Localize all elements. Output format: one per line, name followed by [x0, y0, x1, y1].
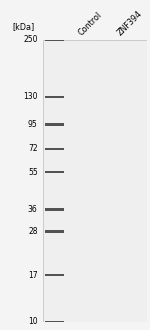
Text: 95: 95 — [28, 120, 38, 129]
Text: 72: 72 — [28, 144, 38, 153]
Text: 55: 55 — [28, 168, 38, 177]
Bar — [45, 96, 64, 98]
Text: 36: 36 — [28, 205, 38, 214]
Bar — [45, 148, 64, 150]
Text: 250: 250 — [23, 35, 38, 44]
Text: Control: Control — [76, 11, 103, 38]
Bar — [45, 39, 64, 41]
Bar — [45, 274, 64, 276]
Text: ZNF394: ZNF394 — [116, 9, 144, 38]
Text: 17: 17 — [28, 271, 38, 280]
Bar — [45, 123, 64, 125]
Bar — [45, 171, 64, 174]
Text: [kDa]: [kDa] — [12, 22, 34, 31]
Bar — [45, 321, 64, 323]
Text: 10: 10 — [28, 317, 38, 326]
Text: 130: 130 — [23, 92, 38, 101]
Bar — [45, 208, 64, 211]
Bar — [45, 230, 64, 233]
Text: 28: 28 — [28, 227, 38, 236]
